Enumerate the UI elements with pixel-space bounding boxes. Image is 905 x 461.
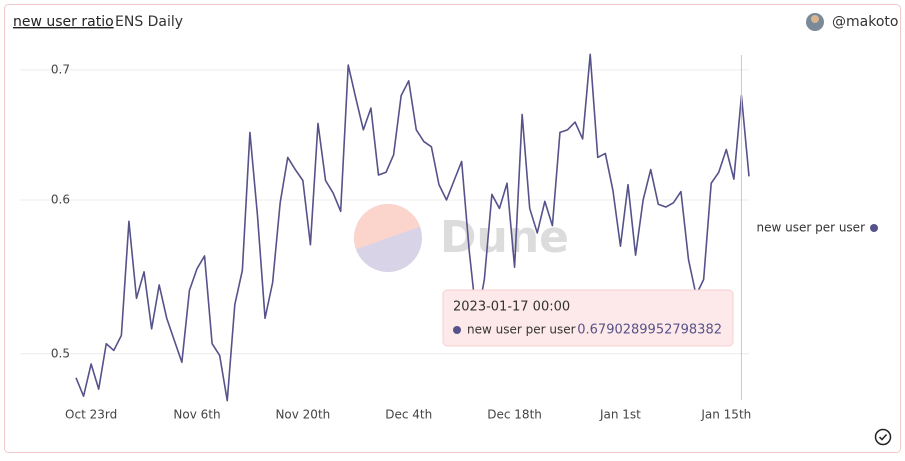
chart-subtitle: ENS Daily: [115, 14, 183, 30]
x-tick-label: Nov 6th: [173, 408, 220, 422]
x-tick-label: Jan 15th: [700, 408, 751, 422]
check-icon[interactable]: [874, 428, 892, 446]
watermark-text: Dune: [440, 212, 569, 263]
tooltip-value: 0.6790289952798382: [577, 323, 722, 338]
tooltip-date: 2023-01-17 00:00: [453, 300, 570, 315]
author[interactable]: @makoto: [832, 14, 898, 30]
check-mark: [878, 433, 888, 441]
legend-label[interactable]: new user per user: [756, 221, 865, 235]
y-tick-label: 0.5: [51, 346, 70, 360]
avatar-face: [811, 15, 819, 23]
x-tick-label: Oct 23rd: [65, 408, 117, 422]
check-circle: [874, 428, 892, 446]
x-tick-label: Dec 18th: [487, 408, 542, 422]
tooltip-series: new user per user: [467, 323, 576, 337]
plot: 0.5 0.6 0.7 Oct 23rd Nov 6th Nov 20th Dec 4th D…: [20, 53, 751, 422]
tooltip-marker: [453, 326, 461, 334]
x-tick-label: Jan 1st: [599, 408, 641, 422]
watermark: Dune: [354, 204, 569, 272]
y-tick-label: 0.7: [51, 62, 70, 76]
chart-title[interactable]: new user ratio: [13, 14, 114, 30]
y-tick-label: 0.6: [51, 192, 70, 206]
tooltip-box: [442, 289, 734, 347]
x-tick-label: Nov 20th: [275, 408, 330, 422]
legend-marker[interactable]: [870, 224, 878, 232]
watermark-logo-top: [354, 204, 422, 250]
series-line: [75, 53, 750, 402]
x-tick-label: Dec 4th: [385, 408, 432, 422]
tooltip: 2023-01-17 00:00 new user per user 0.679…: [442, 289, 734, 347]
